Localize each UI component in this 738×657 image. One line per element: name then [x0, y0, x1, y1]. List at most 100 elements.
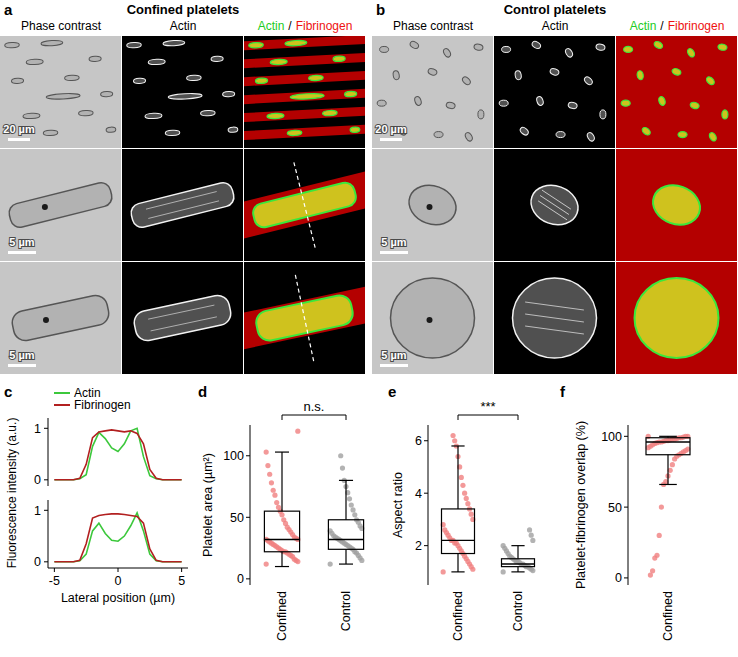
- micrograph: 20 µm: [0, 36, 121, 148]
- granule: [427, 204, 433, 210]
- data-point: [338, 453, 343, 458]
- platelet: [23, 113, 40, 119]
- platelet: [43, 130, 58, 136]
- data-point: [271, 488, 276, 493]
- column-title: Actin/Fibrinogen: [258, 19, 353, 33]
- y-tick-label: 4: [415, 487, 422, 501]
- scale-bar: [8, 251, 36, 254]
- y-tick-label: 0: [237, 572, 244, 586]
- whisker-cap: [511, 571, 524, 572]
- chart-c: c0101-505Lateral position (µm)Fluorescen…: [4, 383, 188, 605]
- platelet: [564, 47, 574, 58]
- platelet: [344, 91, 356, 97]
- y-tick: [246, 455, 250, 456]
- platelet: [64, 75, 79, 81]
- platelet: [653, 40, 664, 50]
- box: [328, 520, 363, 550]
- scale-bar: [8, 138, 30, 141]
- significance-bracket: [458, 415, 518, 420]
- platelet: [163, 40, 185, 46]
- whisker-cap: [275, 566, 289, 567]
- y-tick: [624, 507, 628, 508]
- y-axis: [250, 425, 251, 585]
- platelet: [531, 40, 542, 50]
- scale-bar-label: 5 µm: [381, 236, 407, 248]
- platelet-field: [127, 37, 238, 137]
- panel-letter: c: [4, 383, 12, 400]
- y-tick-label: 1: [34, 422, 41, 436]
- box: [264, 511, 299, 552]
- chart-e: e246Aspect ratioConfinedControl***: [388, 383, 535, 641]
- micrograph: [122, 149, 243, 261]
- platelet: [556, 132, 565, 138]
- plot-marks: [441, 433, 536, 575]
- x-tick-label: 0: [115, 574, 122, 588]
- micrograph: [616, 262, 737, 374]
- whisker-cap: [339, 563, 353, 564]
- y-tick-label: 0: [615, 571, 622, 585]
- whisker-cap: [451, 571, 464, 572]
- data-point: [328, 561, 333, 566]
- scale-bar-label: 5 µm: [381, 349, 407, 361]
- actin-fiber: [148, 305, 214, 319]
- fibrinogen-stripe: [244, 52, 365, 69]
- profile-line: [54, 514, 181, 562]
- y-tick-label: 50: [608, 501, 622, 515]
- y-tick: [44, 428, 48, 429]
- image-background: [122, 262, 243, 374]
- data-point: [670, 462, 675, 467]
- image-background: [494, 36, 615, 148]
- data-point: [462, 491, 467, 496]
- micrograph: [244, 262, 365, 374]
- whisker: [281, 452, 282, 511]
- platelet: [333, 56, 345, 62]
- panel-letter: a: [4, 1, 13, 18]
- scale-bar: [380, 364, 408, 367]
- platelet: [596, 43, 606, 50]
- image-background: [494, 262, 615, 374]
- data-point: [460, 483, 465, 488]
- data-point: [441, 569, 446, 574]
- whisker: [345, 480, 346, 519]
- platelet: [718, 43, 728, 50]
- platelet: [322, 110, 337, 116]
- data-point: [267, 472, 272, 477]
- actin-fiber: [146, 192, 217, 210]
- y-axis-title: Fluorescence intensity (a.u.): [5, 418, 19, 569]
- data-point: [264, 561, 269, 566]
- platelet: [403, 179, 461, 231]
- fibrinogen-stripe: [244, 70, 365, 87]
- significance-label: ***: [480, 399, 495, 414]
- platelet: [434, 132, 443, 138]
- panel-title: Confined platelets: [127, 2, 240, 17]
- micrograph: [494, 36, 615, 148]
- platelet: [5, 42, 20, 48]
- plot-marks: [646, 434, 691, 578]
- data-point: [350, 507, 355, 512]
- plot-lines: [54, 513, 181, 562]
- y-tick-label: 100: [601, 430, 622, 444]
- platelet: [7, 181, 114, 229]
- category-label: Control: [339, 591, 353, 631]
- y-tick: [424, 493, 428, 494]
- box: [442, 509, 475, 554]
- profile-line: [54, 428, 181, 480]
- scale-bar: [8, 364, 36, 367]
- fibrinogen-stripe: [244, 88, 365, 105]
- whisker: [517, 567, 518, 572]
- data-point: [648, 572, 653, 577]
- category-label: Confined: [661, 591, 675, 641]
- channel-name: /: [660, 19, 664, 33]
- platelet: [409, 40, 420, 50]
- data-point: [659, 505, 664, 510]
- platelet: [678, 132, 687, 138]
- platelet: [636, 70, 643, 80]
- scale-bar: [380, 251, 408, 254]
- platelet: [41, 40, 63, 46]
- platelet: [11, 78, 23, 84]
- y-tick: [624, 577, 628, 578]
- micrograph: [494, 262, 615, 374]
- column-title: Actin/Fibrinogen: [630, 19, 725, 33]
- image-background: [494, 149, 615, 261]
- median: [502, 563, 535, 564]
